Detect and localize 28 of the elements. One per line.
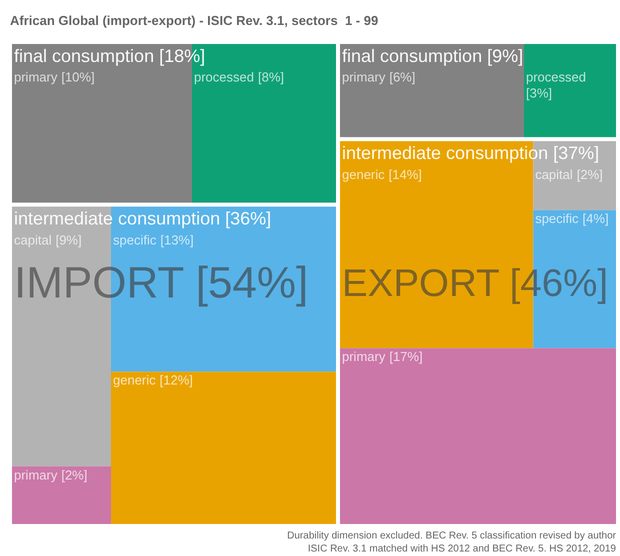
text: ISIC Rev. 3.1 matched with HS 2012 and BEC Rev. 5. HS 2012, 2019 [308,544,616,554]
text: African Global (import-export) - ISIC Rev. 3.1, sectors 1 - 99 [10,13,378,28]
data-label: [4%] [582,211,609,226]
data-label: [12%] [160,372,193,388]
data-label: [2%] [61,467,88,482]
data-label: [14%] [388,166,422,182]
series-label: generic [342,166,386,182]
series-label: primary [342,349,386,364]
data-label: [8%] [258,70,284,85]
text: [9%] [487,46,524,66]
series-label: specific [113,232,157,248]
data-label: [10%] [61,70,95,85]
data-label: [17%] [389,349,423,364]
series-label: generic [113,372,156,388]
text: [36%] [225,208,272,229]
series-label: processed [194,70,254,85]
category-label: final consumption [342,46,482,66]
series-label: primary [342,70,386,85]
category-label: final consumption [14,46,154,66]
series-label: primary [14,70,58,85]
data-label: [13%] [160,232,194,248]
data-label: [3%] [526,86,552,101]
series-label: specific [535,211,580,226]
text: [37%] [553,143,600,164]
series-label: primary [14,467,58,482]
data-label: [6%] [389,70,416,85]
series-label: processed [526,70,586,85]
text: Durability dimension excluded. BEC Rev. 5 classification revised by author [287,530,617,542]
